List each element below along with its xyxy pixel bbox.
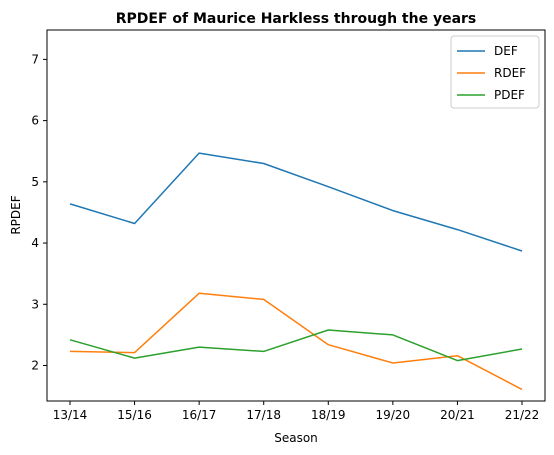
y-tick-label: 4	[31, 236, 39, 250]
series-line-def	[69, 152, 523, 252]
y-axis-label: RPDEF	[9, 195, 23, 234]
y-tick-label: 5	[31, 175, 39, 189]
chart-title: RPDEF of Maurice Harkless through the ye…	[116, 11, 477, 27]
y-axis: 2 3 4 5 6 7	[31, 52, 47, 372]
legend-box	[450, 35, 540, 109]
x-tick-label: 15/16	[117, 408, 152, 422]
series-lines	[69, 152, 523, 391]
legend-label-pdef: PDEF	[494, 88, 525, 102]
legend-label-rdef: RDEF	[494, 66, 526, 80]
y-tick-label: 2	[31, 358, 39, 372]
x-tick-label: 13/14	[53, 408, 88, 422]
y-tick-label: 7	[31, 52, 39, 66]
x-axis-label: Season	[274, 431, 318, 445]
x-axis: 13/14 15/16 16/17 17/18 18/19 19/20 20/21 21/22	[53, 401, 540, 422]
x-tick-label: 18/19	[311, 408, 346, 422]
x-tick-label: 19/20	[376, 408, 411, 422]
x-tick-label: 21/22	[505, 408, 540, 422]
plot-area	[46, 29, 546, 402]
y-tick-label: 6	[31, 114, 39, 128]
series-line-pdef	[69, 329, 523, 362]
x-tick-label: 16/17	[182, 408, 217, 422]
x-tick-label: 17/18	[246, 408, 281, 422]
y-tick-label: 3	[31, 297, 39, 311]
legend-label-def: DEF	[494, 44, 518, 58]
legend: DEF RDEF PDEF	[450, 35, 540, 109]
x-tick-label: 20/21	[440, 408, 475, 422]
